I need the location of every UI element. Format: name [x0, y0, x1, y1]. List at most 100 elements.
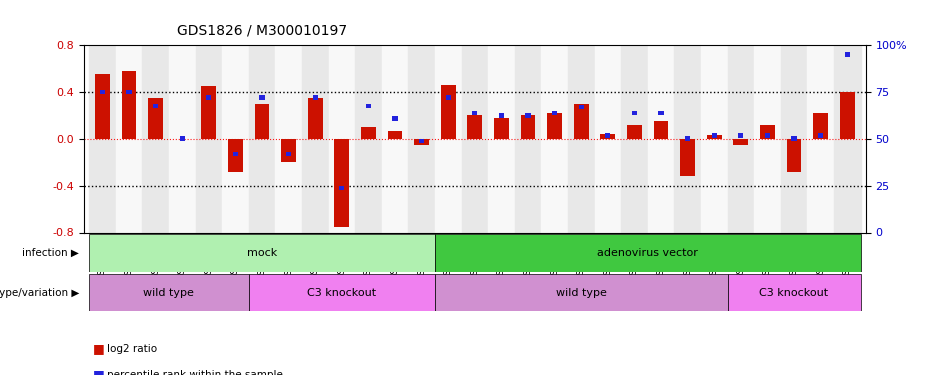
Bar	[409, 45, 435, 232]
Bar	[791, 136, 797, 141]
Bar	[674, 45, 701, 232]
Bar	[382, 45, 409, 232]
Bar	[605, 133, 611, 138]
Text: C3 knockout: C3 knockout	[760, 288, 829, 297]
Bar	[201, 86, 216, 139]
Bar	[446, 95, 451, 100]
Bar	[552, 111, 558, 116]
Bar	[525, 113, 531, 118]
Bar	[472, 111, 478, 116]
Bar	[573, 104, 588, 139]
Bar	[127, 90, 131, 94]
Bar	[578, 105, 584, 110]
Bar	[632, 111, 637, 116]
Bar	[701, 45, 727, 232]
Bar	[142, 45, 169, 232]
Bar	[441, 85, 455, 139]
Bar	[681, 139, 695, 176]
Text: wild type: wild type	[143, 288, 195, 297]
Bar	[685, 136, 690, 141]
Bar	[547, 113, 562, 139]
Bar	[738, 133, 744, 138]
Bar	[840, 92, 855, 139]
Bar	[115, 45, 142, 232]
Bar	[787, 139, 802, 172]
Bar	[308, 98, 322, 139]
Bar	[707, 135, 722, 139]
Bar	[89, 234, 435, 272]
Bar	[313, 95, 317, 100]
Bar	[494, 118, 508, 139]
Bar	[727, 45, 754, 232]
Text: adenovirus vector: adenovirus vector	[598, 248, 698, 258]
Bar	[89, 45, 115, 232]
Bar	[302, 45, 329, 232]
Bar	[223, 45, 249, 232]
Bar	[233, 152, 238, 156]
Text: GDS1826 / M300010197: GDS1826 / M300010197	[177, 24, 347, 38]
Bar	[435, 274, 727, 311]
Bar	[760, 124, 775, 139]
Bar	[764, 133, 770, 138]
Bar	[488, 45, 515, 232]
Text: genotype/variation ▶: genotype/variation ▶	[0, 288, 79, 297]
Bar	[658, 111, 664, 116]
Bar	[286, 152, 291, 156]
Bar	[196, 45, 223, 232]
Bar	[734, 139, 749, 145]
Bar	[206, 95, 211, 100]
Bar	[329, 45, 355, 232]
Bar	[249, 274, 435, 311]
Bar	[122, 71, 136, 139]
Text: wild type: wild type	[556, 288, 607, 297]
Bar	[95, 74, 110, 139]
Bar	[648, 45, 674, 232]
Bar	[249, 45, 276, 232]
Bar	[392, 117, 398, 121]
Bar	[807, 45, 834, 232]
Bar	[818, 133, 823, 138]
Bar	[180, 136, 185, 141]
Bar	[727, 274, 860, 311]
Bar	[414, 139, 429, 145]
Bar	[281, 139, 296, 162]
Bar	[568, 45, 595, 232]
Bar	[366, 104, 371, 108]
Bar	[600, 134, 615, 139]
Bar	[361, 127, 376, 139]
Text: percentile rank within the sample: percentile rank within the sample	[107, 370, 283, 375]
Bar	[435, 45, 462, 232]
Bar	[89, 274, 249, 311]
Bar	[844, 52, 850, 57]
Bar	[462, 45, 488, 232]
Bar	[260, 95, 264, 100]
Bar	[334, 139, 349, 226]
Text: log2 ratio: log2 ratio	[107, 344, 157, 354]
Bar	[100, 90, 105, 94]
Bar	[148, 98, 163, 139]
Bar	[627, 124, 641, 139]
Text: infection ▶: infection ▶	[22, 248, 79, 258]
Text: C3 knockout: C3 knockout	[307, 288, 376, 297]
Bar	[419, 139, 425, 144]
Text: ■: ■	[93, 342, 105, 355]
Bar	[499, 113, 504, 118]
Bar	[169, 45, 196, 232]
Bar	[595, 45, 621, 232]
Bar	[339, 186, 344, 190]
Bar	[621, 45, 648, 232]
Bar	[153, 104, 158, 108]
Bar	[781, 45, 807, 232]
Bar	[654, 121, 668, 139]
Bar	[754, 45, 781, 232]
Bar	[467, 116, 482, 139]
Bar	[355, 45, 382, 232]
Bar	[276, 45, 302, 232]
Bar	[711, 133, 717, 138]
Bar	[541, 45, 568, 232]
Bar	[435, 234, 860, 272]
Bar	[228, 139, 243, 172]
Text: mock: mock	[247, 248, 277, 258]
Text: ■: ■	[93, 369, 105, 375]
Bar	[515, 45, 541, 232]
